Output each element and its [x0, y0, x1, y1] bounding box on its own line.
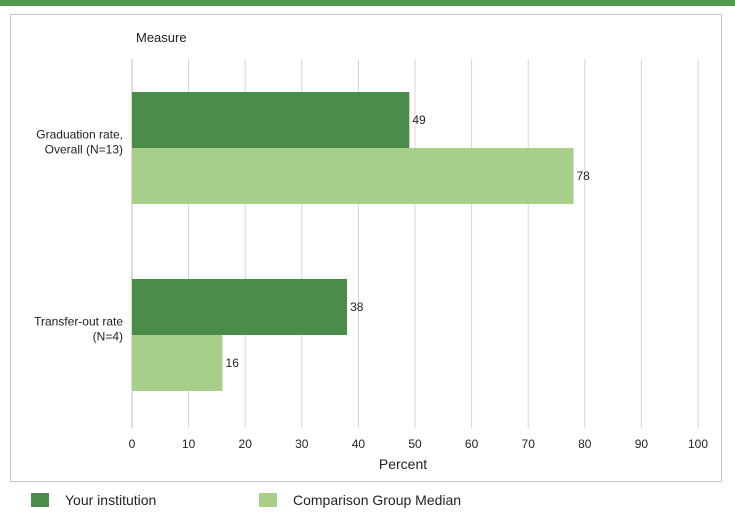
- bar-value-label: 49: [412, 113, 426, 127]
- x-tick-label: 20: [239, 437, 253, 451]
- x-tick-label: 40: [352, 437, 366, 451]
- category-label: Transfer-out rate: [34, 315, 123, 329]
- x-tick-label: 50: [408, 437, 422, 451]
- x-tick-label: 90: [635, 437, 649, 451]
- x-tick-label: 10: [182, 437, 196, 451]
- bar: [132, 335, 223, 391]
- x-tick-label: 60: [465, 437, 479, 451]
- y-axis-title: Measure: [136, 30, 187, 45]
- bar: [132, 279, 348, 335]
- top-accent-rule: [0, 0, 735, 6]
- category-label: Graduation rate,: [36, 128, 123, 142]
- bar-chart: 0 10 20 30 40 50 60 70 80 90 100 Measure Percent 49 78…: [34, 30, 708, 472]
- x-axis-title: Percent: [379, 456, 427, 472]
- bar-value-label: 16: [226, 356, 240, 370]
- legend-swatch: [31, 493, 49, 507]
- bar-value-label: 38: [350, 300, 364, 314]
- bar: [132, 92, 410, 148]
- x-tick-label: 100: [688, 437, 708, 451]
- legend-swatch: [259, 493, 277, 507]
- category-label: (N=4): [93, 330, 123, 344]
- bar: [132, 148, 574, 204]
- x-tick-label: 70: [522, 437, 536, 451]
- bar-value-label: 78: [576, 169, 590, 183]
- legend-label: Your institution: [65, 492, 157, 508]
- x-tick-label: 0: [129, 437, 136, 451]
- chart-panel: 0 10 20 30 40 50 60 70 80 90 100 Measure Percent 49 78…: [10, 14, 722, 482]
- legend-item-your-institution: Your institution: [31, 490, 156, 510]
- x-tick-label: 80: [578, 437, 592, 451]
- category-label: Overall (N=13): [45, 143, 123, 157]
- legend-item-comparison-group-median: Comparison Group Median: [259, 490, 461, 510]
- x-tick-label: 30: [295, 437, 309, 451]
- legend-label: Comparison Group Median: [293, 492, 462, 508]
